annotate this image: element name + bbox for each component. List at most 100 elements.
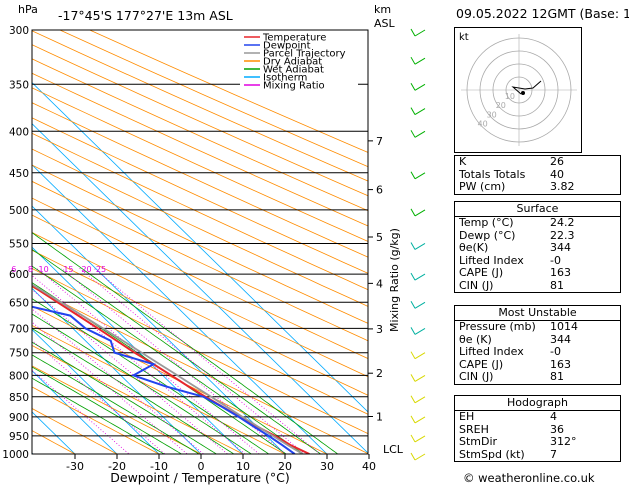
mu-thetae-value: 344	[550, 332, 571, 346]
series-parcel-trajectory	[32, 283, 304, 454]
legend-entry: Mixing Ratio	[263, 81, 325, 92]
stmdir-value: 312°	[550, 435, 577, 448]
mu-pressure-value: 1014	[550, 320, 578, 333]
km-tick-label: 6	[376, 184, 383, 197]
x-axis-label: Dewpoint / Temperature (°C)	[110, 470, 289, 485]
most-unstable-table: Most Unstable Pressure (mb) 1014 θe (K) 34…	[454, 305, 621, 385]
wind-barb-flag	[410, 56, 416, 65]
km-tick-label: 3	[376, 323, 383, 336]
km-tick-label: 4	[376, 277, 383, 290]
dry-adiabat-line	[32, 305, 328, 454]
location-title: -17°45'S 177°27'E 13m ASL	[58, 8, 233, 23]
temp-tick-label: -20	[108, 460, 126, 473]
wind-barb	[414, 352, 426, 360]
wind-barb-flag	[410, 395, 416, 404]
hodograph-panel: kt 10 20 30 40	[454, 27, 582, 153]
wind-barb-flag	[410, 83, 416, 91]
dry-adiabat-line	[32, 386, 160, 454]
pressure-tick-label: 750	[9, 348, 29, 360]
wind-barb	[414, 301, 426, 309]
mu-cape-label: CAPE (J)	[459, 357, 504, 371]
mixing-ratio-tick-label: 20	[81, 265, 91, 274]
lcl-label: LCL	[383, 443, 404, 456]
legend-entry: Wet Adiabat	[263, 65, 324, 76]
km-tick-label: 5	[376, 231, 383, 244]
mu-thetae-label: θe (K)	[459, 332, 492, 346]
wet-adiabat-line	[32, 313, 253, 454]
eh-label: EH	[459, 410, 475, 423]
dry-adiabat-line	[32, 180, 368, 342]
dry-adiabat-line	[32, 232, 368, 396]
dry-adiabat-line	[32, 148, 368, 307]
sreh-value: 36	[550, 422, 564, 436]
dry-adiabat-line	[32, 214, 368, 378]
isotherm-line	[32, 205, 286, 454]
dry-adiabat-line	[32, 197, 368, 360]
isotherm-line	[32, 287, 202, 454]
dry-adiabat-line	[32, 117, 368, 274]
pressure-tick-label: 550	[9, 238, 29, 250]
wind-barb	[414, 243, 426, 250]
dry-adiabat-line	[32, 87, 368, 242]
wet-adiabat-line	[32, 328, 235, 454]
dry-adiabat-line	[32, 164, 368, 324]
wind-barb-flag	[410, 242, 416, 250]
surface-temp-value: 24.2	[550, 216, 575, 229]
temp-tick-label: 40	[362, 460, 376, 473]
surface-cape-label: CAPE (J)	[459, 266, 504, 279]
hodograph-ring-label: 40	[478, 119, 488, 128]
legend-entry: Dewpoint	[263, 41, 311, 52]
pressure-tick-label: 700	[9, 323, 29, 335]
km-tick-label: 7	[376, 135, 383, 148]
surface-cin-label: CIN (J)	[459, 278, 494, 292]
dry-adiabat-line	[32, 44, 368, 197]
hodograph-ring-label: 30	[487, 110, 497, 119]
sreh-label: SREH	[459, 422, 489, 436]
pressure-tick-label: 900	[9, 412, 29, 424]
wind-barb	[414, 453, 426, 461]
series-lines	[32, 283, 310, 454]
wind-barbs	[410, 28, 426, 461]
dry-adiabat-line	[32, 345, 244, 454]
wet-adiabat-line	[32, 248, 322, 454]
legend-entry: Dry Adiabat	[263, 57, 322, 68]
pressure-tick-label: 850	[9, 392, 29, 404]
hodograph-unit-label: kt	[459, 32, 469, 43]
totals-totals-value: 40	[550, 167, 564, 181]
wind-barb-flag	[410, 107, 416, 115]
copyright-label: © weatheronline.co.uk	[463, 471, 595, 485]
k-index-value: 26	[550, 155, 564, 168]
surface-temp-label: Temp (°C)	[459, 216, 514, 229]
legend-entry: Temperature	[262, 33, 326, 44]
temp-tick-label: 20	[278, 460, 292, 473]
isotherm-line	[32, 164, 328, 454]
surface-li-label: Lifted Index	[459, 253, 524, 267]
wet-adiabat-line	[32, 282, 287, 454]
dry-adiabat-line	[32, 58, 368, 212]
wind-barb	[414, 416, 426, 424]
dry-adiabat-line	[32, 132, 368, 291]
km-tick-label: 1	[376, 411, 383, 424]
legend-entry: Isotherm	[263, 73, 307, 84]
datetime-label: 09.05.2022 12GMT (Base: 12)	[456, 6, 629, 21]
most-unstable-title: Most Unstable	[455, 306, 620, 321]
isotherm-line	[32, 328, 160, 454]
mixing-ratio-tick-label: 6	[11, 265, 16, 274]
hodograph-storm-marker	[521, 91, 525, 95]
dry-adiabat-line	[32, 102, 368, 258]
asl-unit-label: ASL	[374, 17, 396, 30]
wet-adiabat-line	[32, 265, 305, 454]
wind-barb-flag	[410, 374, 416, 382]
mixing-ratio-tick-label: 15	[63, 265, 73, 274]
axis-labels: 1234681015202530035040045050055060065070…	[2, 25, 383, 473]
dry-adiabat-line	[32, 72, 368, 227]
grid-lines	[32, 30, 368, 454]
isotherm-line	[32, 246, 244, 454]
wind-barb	[414, 57, 426, 65]
wet-adiabat-line	[32, 366, 183, 454]
temp-tick-label: 10	[236, 460, 250, 473]
dry-adiabat-line	[32, 249, 368, 415]
wind-barb-flag	[410, 130, 416, 138]
mixing-ratio-line	[93, 267, 321, 454]
